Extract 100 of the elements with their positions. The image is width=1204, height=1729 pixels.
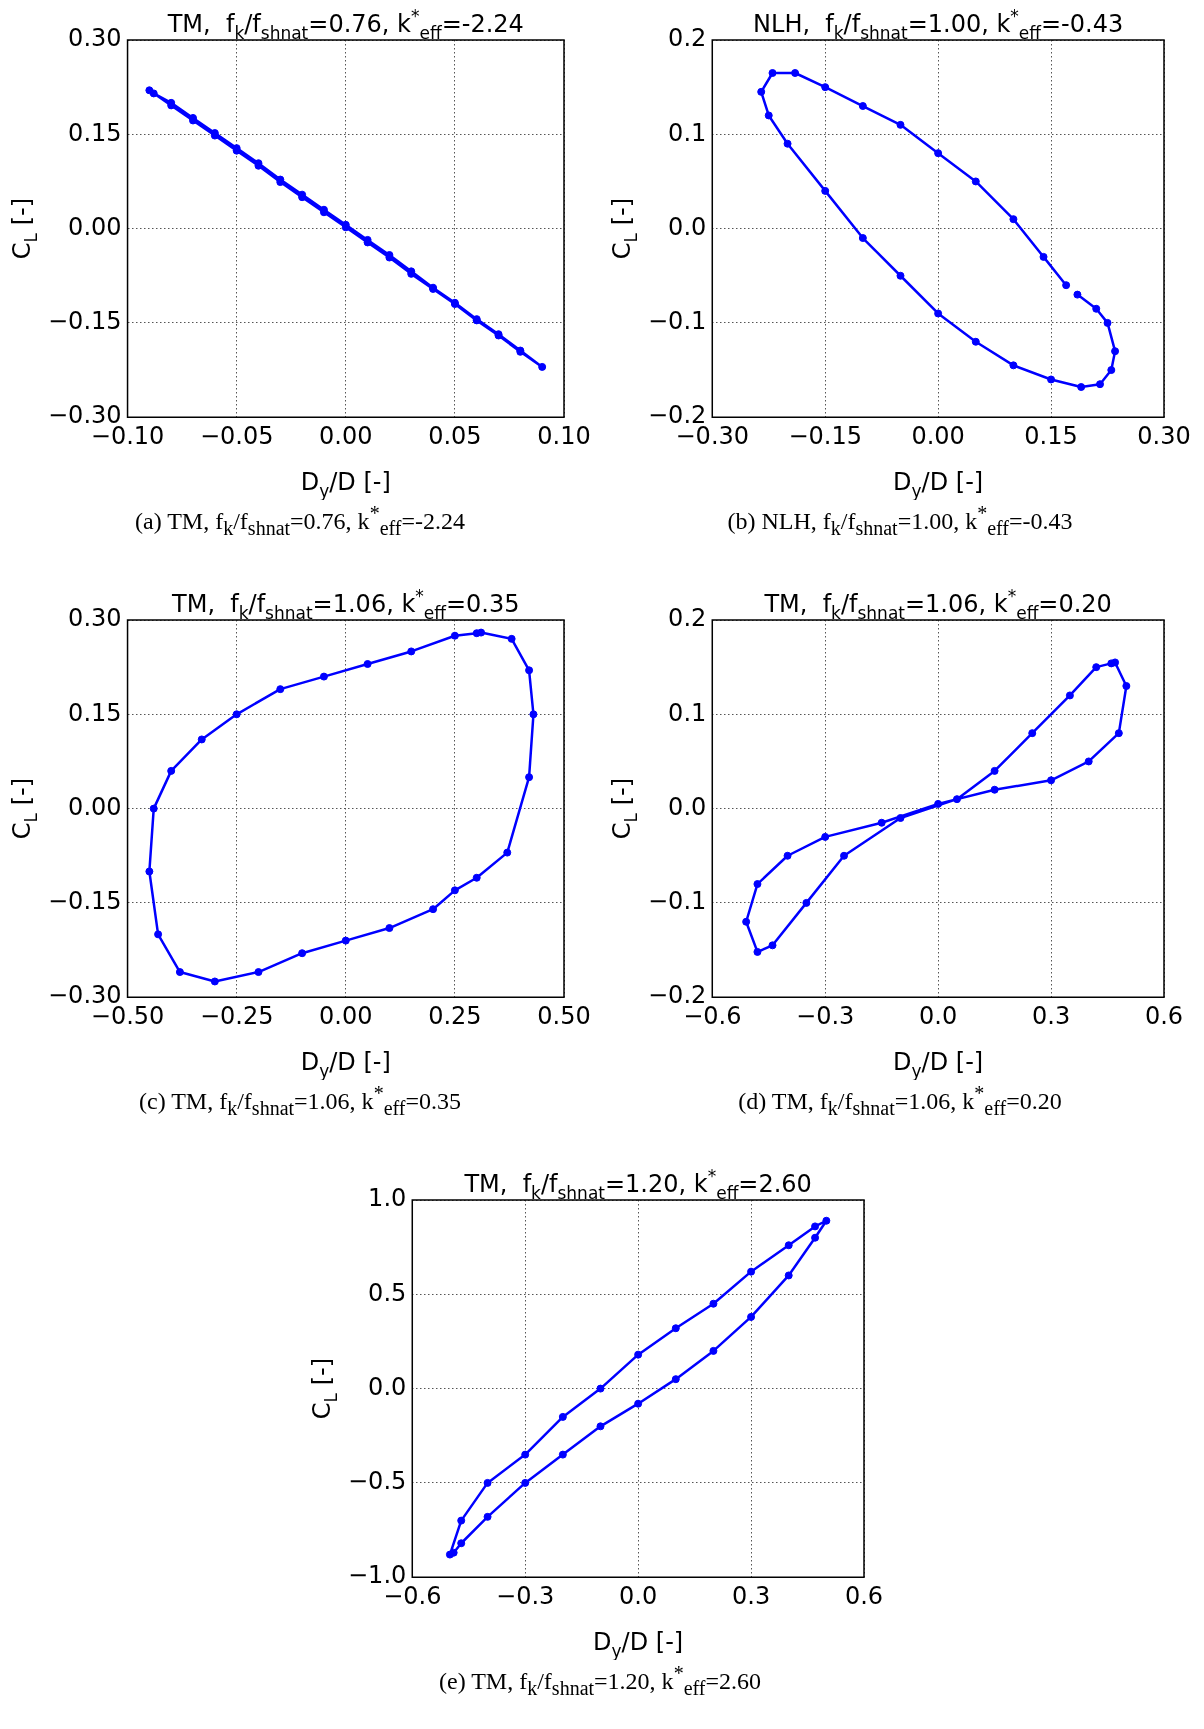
point [1009, 361, 1018, 370]
x-tick-label: 0.50 [537, 1001, 591, 1030]
text: (c) TM, f$_{k}$/f$_{shnat}$=1.06, k$^{*}$$_{eff}$=0.35 [138, 1082, 462, 1120]
point [1111, 347, 1120, 356]
point [503, 848, 512, 857]
point [197, 735, 206, 744]
point [319, 672, 328, 681]
y-tick-label: 0.0 [368, 1372, 407, 1401]
y-axis-title: CL [-] [8, 197, 42, 260]
x-tick-label: 0.15 [1024, 421, 1078, 450]
x-tick-label: 0.25 [428, 1001, 482, 1030]
point [457, 1539, 466, 1548]
point [768, 69, 777, 78]
point [709, 1299, 718, 1308]
x-tick-label: 0.3 [1031, 1001, 1071, 1030]
text: (b) NLH, f$_{k}$/f$_{shnat}$=1.00, k$^{*}$$_{eff}$=-0.43 [726, 502, 1074, 540]
y-tick-label: 0.0 [668, 212, 707, 241]
x-tick-label: 0.0 [919, 1001, 958, 1030]
y-tick-label: 0.2 [668, 604, 707, 633]
point [1047, 776, 1056, 785]
point [791, 69, 800, 78]
x-tick-label: −0.25 [199, 1001, 274, 1030]
point [450, 631, 459, 640]
y-tick-label: −1.0 [348, 1561, 407, 1590]
point [525, 773, 534, 782]
point [896, 120, 905, 129]
point [1092, 304, 1101, 313]
point [858, 234, 867, 243]
point [753, 947, 762, 956]
x-tick-label: 0.3 [731, 1581, 771, 1610]
point [1092, 663, 1101, 672]
point [521, 1478, 530, 1487]
point [671, 1324, 680, 1333]
point [154, 930, 163, 939]
y-tick-label: −0.2 [648, 981, 707, 1010]
x-tick-label: 0.0 [619, 1581, 658, 1610]
point [298, 949, 307, 958]
y-tick-label: −0.15 [48, 307, 122, 336]
point [1122, 682, 1131, 691]
point [232, 710, 241, 719]
point [934, 799, 943, 808]
point [784, 1241, 793, 1250]
point [149, 804, 158, 813]
point [934, 149, 943, 158]
point [167, 766, 176, 775]
point [709, 1346, 718, 1355]
point [784, 1271, 793, 1280]
y-tick-label: 1.0 [368, 1184, 407, 1213]
y-tick-label: 0.00 [68, 212, 122, 241]
x-tick-label: 0.6 [844, 1581, 884, 1610]
point [811, 1222, 820, 1231]
point [363, 660, 372, 669]
point [558, 1450, 567, 1459]
point [525, 666, 534, 675]
point [1096, 380, 1105, 389]
y-tick-label: 0.15 [68, 118, 122, 147]
y-tick-label: −0.1 [648, 307, 707, 336]
point [276, 685, 285, 694]
x-tick-label: 0.6 [1144, 1001, 1184, 1030]
text: (e) TM, f$_{k}$/f$_{shnat}$=1.20, k$^{*}$$_{eff}$=2.60 [438, 1662, 762, 1700]
y-tick-label: 0.1 [668, 118, 707, 147]
point [858, 102, 867, 111]
point [971, 337, 980, 346]
point [483, 1478, 492, 1487]
point [1073, 290, 1082, 299]
point [671, 1375, 680, 1384]
point [429, 905, 438, 914]
point [821, 83, 830, 92]
point [753, 880, 762, 889]
point [990, 766, 999, 775]
point [742, 917, 751, 926]
y-tick-label: 0.0 [668, 792, 707, 821]
point [149, 89, 158, 98]
point [952, 795, 961, 804]
point [1047, 375, 1056, 384]
point [1028, 729, 1037, 738]
point [811, 1233, 820, 1242]
point [1103, 318, 1112, 327]
point [1009, 215, 1018, 224]
y-tick-label: −0.15 [48, 887, 122, 916]
point [175, 968, 184, 977]
point [596, 1422, 605, 1431]
point [145, 867, 154, 876]
point [990, 785, 999, 794]
point [747, 1267, 756, 1276]
point [821, 186, 830, 195]
point [1114, 729, 1123, 738]
x-tick-label: 0.00 [911, 421, 965, 450]
y-axis-title: CL [-] [308, 1357, 342, 1420]
point [821, 832, 830, 841]
y-tick-label: 0.30 [68, 604, 122, 633]
x-tick-label: 0.10 [537, 421, 591, 450]
y-axis-title: CL [-] [608, 777, 642, 840]
y-axis-title: CL [-] [8, 777, 42, 840]
point [538, 362, 547, 371]
x-tick-label: −0.3 [496, 1581, 555, 1610]
point [1107, 366, 1116, 375]
y-tick-label: 0.5 [368, 1278, 407, 1307]
text: (a) TM, f$_{k}$/f$_{shnat}$=0.76, k$^{*}$$_{eff}$=-2.24 [134, 502, 466, 540]
point [529, 710, 538, 719]
